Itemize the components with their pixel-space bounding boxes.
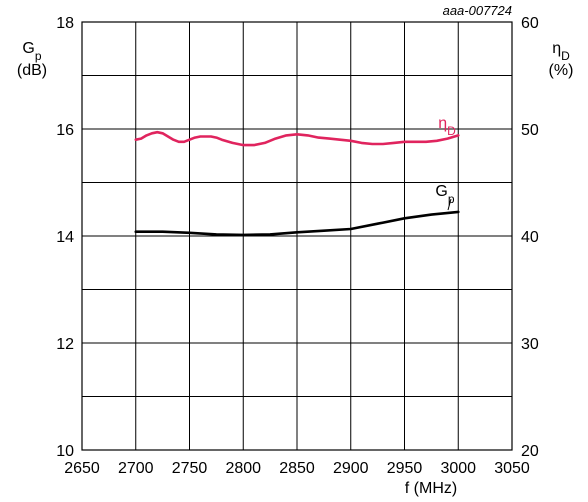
series-line-efficiency: [134, 130, 460, 147]
right-tick-label: 30: [521, 336, 539, 353]
figure-reference-code: aaa-007724: [443, 3, 512, 18]
x-tick-label: 2850: [279, 460, 315, 477]
x-tick-label: 2700: [118, 460, 154, 477]
series-line-power-gain: [134, 210, 460, 237]
right-axis-unit: (%): [549, 62, 574, 79]
right-tick-label: 40: [521, 229, 539, 246]
right-tick-label: 50: [521, 122, 539, 139]
tick-labels: 2650 2700 2750 2800 2850 2900 2950 3000 30501012…: [56, 15, 539, 477]
x-tick-label: 2750: [172, 460, 208, 477]
series-label-efficiency: ηD: [438, 115, 456, 138]
grid: [81, 21, 513, 451]
x-tick-label: 2950: [387, 460, 423, 477]
x-tick-label: 2650: [64, 460, 100, 477]
left-tick-label: 18: [56, 15, 74, 32]
left-axis-label: Gp: [22, 40, 41, 63]
x-axis-label: f (MHz): [405, 480, 457, 497]
right-tick-label: 20: [521, 443, 539, 460]
right-axis-label: ηD: [552, 40, 570, 63]
x-tick-label: 3000: [440, 460, 476, 477]
left-axis-unit: (dB): [17, 62, 47, 79]
series-label-power-gain-leader: [447, 198, 452, 211]
x-tick-label: 2900: [333, 460, 369, 477]
series-label-power-gain: Gp: [435, 183, 454, 206]
left-tick-label: 16: [56, 122, 74, 139]
x-tick-label: 3050: [494, 460, 530, 477]
right-tick-label: 60: [521, 15, 539, 32]
plot-frame: [81, 21, 513, 451]
x-tick-label: 2800: [225, 460, 261, 477]
left-tick-label: 10: [56, 443, 74, 460]
series-layer: [134, 130, 460, 237]
left-tick-label: 12: [56, 336, 74, 353]
left-tick-label: 14: [56, 229, 74, 246]
